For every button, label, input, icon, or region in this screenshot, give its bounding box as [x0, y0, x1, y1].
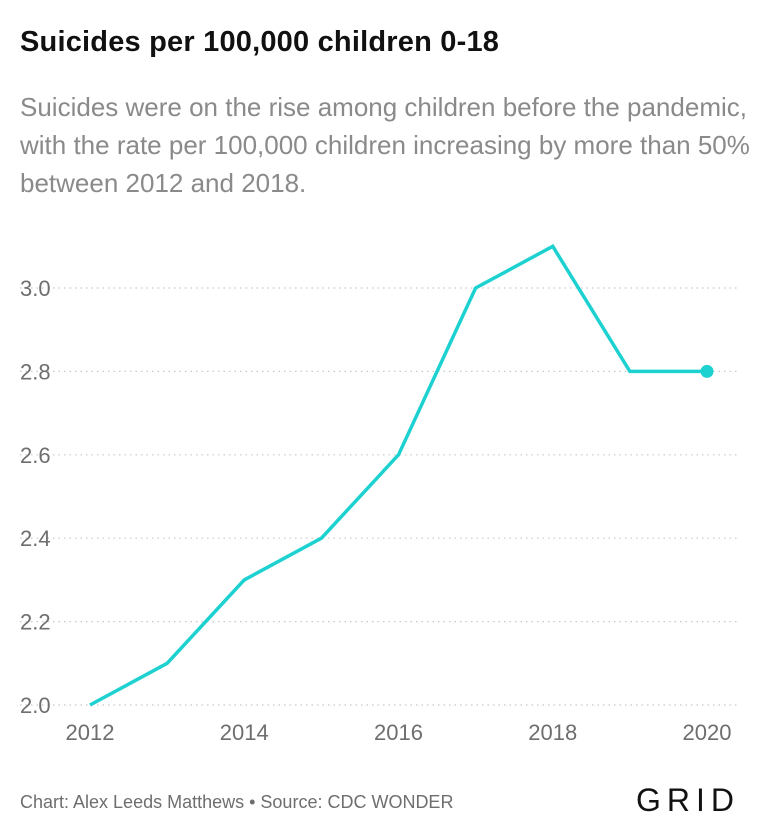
x-tick-label-2020: 2020 [683, 720, 732, 745]
x-axis-tick-labels: 2012 2014 2016 2018 2020 [66, 720, 732, 745]
y-tick-label-2.2: 2.2 [20, 610, 51, 635]
x-tick-label-2016: 2016 [374, 720, 423, 745]
chart-subtitle: Suicides were on the rise among children… [20, 92, 750, 198]
line-chart: 2.0 2.2 2.4 2.6 2.8 3.0 2012 2014 2016 2018 2020 [20, 243, 740, 745]
y-tick-label-2.0: 2.0 [20, 693, 51, 718]
grid-logo: GRID [636, 782, 740, 818]
gridlines [20, 287, 740, 706]
y-tick-label-2.4: 2.4 [20, 526, 51, 551]
source-credit: Chart: Alex Leeds Matthews • Source: CDC… [20, 792, 454, 812]
x-tick-label-2012: 2012 [66, 720, 115, 745]
data-series [89, 243, 714, 707]
x-tick-label-2018: 2018 [528, 720, 577, 745]
y-axis-tick-labels: 2.0 2.2 2.4 2.6 2.8 3.0 [20, 276, 51, 718]
y-tick-label-3.0: 3.0 [20, 276, 51, 301]
chart-title: Suicides per 100,000 children 0-18 [20, 26, 500, 58]
y-tick-label-2.6: 2.6 [20, 443, 51, 468]
series-line-0 [89, 243, 707, 707]
y-tick-label-2.8: 2.8 [20, 359, 51, 384]
x-tick-label-2014: 2014 [220, 720, 269, 745]
end-point-marker [700, 364, 714, 378]
